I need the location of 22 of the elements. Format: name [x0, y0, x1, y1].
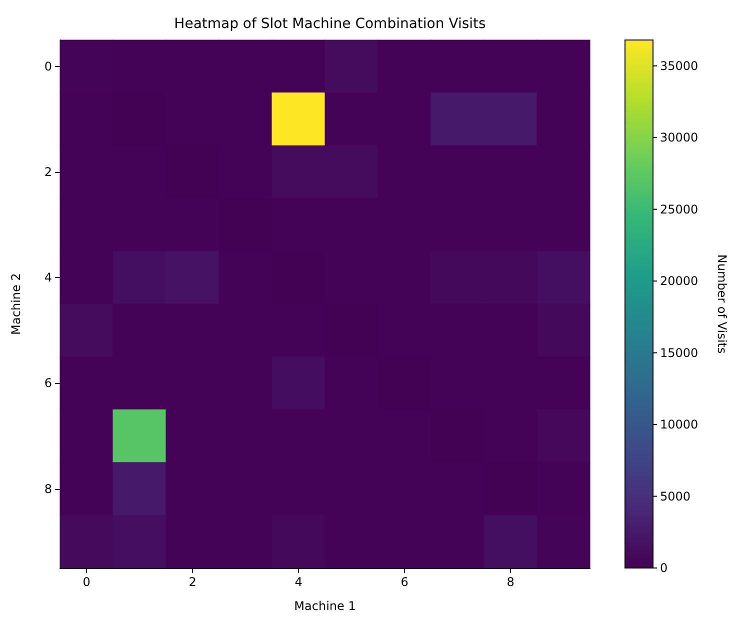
- x-tick-label: 6: [400, 575, 408, 589]
- y-tick-label: 4: [44, 270, 52, 285]
- chart-title: Heatmap of Slot Machine Combination Visits: [174, 16, 486, 32]
- color-bar-label: 35000: [660, 58, 698, 73]
- color-bar-label: 10000: [660, 418, 698, 432]
- color-bar-label: 30000: [660, 130, 698, 145]
- color-bar-label: 0: [660, 561, 668, 575]
- y-tick-label: 8: [44, 482, 52, 496]
- color-bar-label: 25000: [660, 202, 698, 216]
- x-tick-label: 0: [82, 575, 90, 589]
- color-bar-label: 15000: [660, 346, 698, 360]
- x-tick-label: 2: [188, 575, 196, 589]
- color-bar-label: 20000: [660, 274, 698, 288]
- x-tick-label: 4: [294, 575, 302, 589]
- y-tick-label: 2: [44, 165, 52, 179]
- x-axis-title: Machine 1: [294, 599, 356, 613]
- y-tick-label: 6: [44, 376, 52, 390]
- color-bar-title: Number of Visits: [715, 254, 729, 354]
- y-axis-title: Machine 2: [9, 273, 23, 335]
- y-tick-label: 0: [44, 59, 52, 74]
- x-tick-label: 8: [506, 575, 514, 589]
- color-bar-label: 5000: [660, 489, 691, 504]
